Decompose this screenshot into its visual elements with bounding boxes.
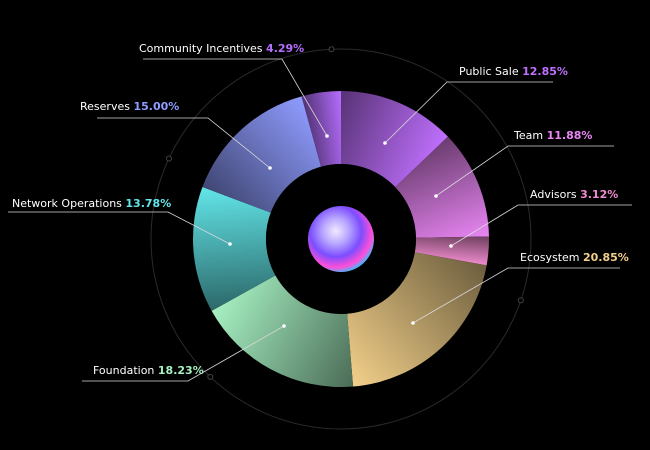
leader-dot-foundation xyxy=(282,324,286,328)
label-name-team: Team xyxy=(513,129,547,142)
leader-line-community-incentives xyxy=(143,58,328,137)
label-name-reserves: Reserves xyxy=(80,100,133,113)
leader-dot-reserves xyxy=(268,166,272,170)
leader-dot-community-incentives xyxy=(325,134,329,138)
leader-line-public-sale xyxy=(384,81,553,144)
label-name-network-operations: Network Operations xyxy=(12,197,125,210)
ring-dot-2 xyxy=(207,373,214,380)
leader-dot-team xyxy=(434,194,438,198)
center-orb-group xyxy=(266,164,416,314)
label-value-team: 11.88% xyxy=(547,129,593,142)
slices-group xyxy=(193,91,489,387)
ring-dot-3 xyxy=(165,155,172,162)
leader-dot-network-operations xyxy=(228,242,232,246)
outer-orbit-ring xyxy=(150,46,532,430)
outer-ring-circle xyxy=(150,48,532,430)
center-orb xyxy=(308,206,374,272)
label-name-foundation: Foundation xyxy=(93,364,158,377)
leader-dot-advisors xyxy=(449,244,453,248)
slice-network-operations xyxy=(193,187,276,311)
slice-ecosystem xyxy=(347,252,487,387)
label-reserves: Reserves 15.00% xyxy=(80,100,179,113)
label-name-advisors: Advisors xyxy=(530,188,580,201)
label-value-reserves: 15.00% xyxy=(133,100,179,113)
label-foundation: Foundation 18.23% xyxy=(93,364,204,377)
label-team: Team 11.88% xyxy=(513,129,592,142)
label-community-incentives: Community Incentives 4.29% xyxy=(139,42,304,55)
label-value-ecosystem: 20.85% xyxy=(583,251,629,264)
slice-reserves xyxy=(202,96,322,213)
label-advisors: Advisors 3.12% xyxy=(530,188,618,201)
slice-team xyxy=(395,136,489,238)
label-network-operations: Network Operations 13.78% xyxy=(12,197,171,210)
slice-public-sale xyxy=(341,91,448,188)
leader-line-network-operations xyxy=(8,211,231,245)
labels-group: Public Sale 12.85% Team 11.88% Advisors 3.… xyxy=(8,42,632,382)
label-public-sale: Public Sale 12.85% xyxy=(459,65,568,78)
label-name-community-incentives: Community Incentives xyxy=(139,42,266,55)
label-value-advisors: 3.12% xyxy=(580,188,618,201)
leader-line-reserves xyxy=(97,117,271,169)
leader-line-advisors xyxy=(450,204,632,247)
slice-advisors xyxy=(414,236,489,266)
ring-dot-0 xyxy=(328,46,335,53)
leader-dot-ecosystem xyxy=(411,321,415,325)
label-name-ecosystem: Ecosystem xyxy=(520,251,583,264)
leader-line-foundation xyxy=(82,325,285,382)
label-value-community-incentives: 4.29% xyxy=(266,42,304,55)
slice-foundation xyxy=(211,275,354,387)
label-value-network-operations: 13.78% xyxy=(125,197,171,210)
ring-dot-1 xyxy=(517,297,524,304)
label-name-public-sale: Public Sale xyxy=(459,65,522,78)
label-value-foundation: 18.23% xyxy=(158,364,204,377)
leader-line-team xyxy=(435,145,614,197)
label-ecosystem: Ecosystem 20.85% xyxy=(520,251,629,264)
leader-line-ecosystem xyxy=(412,267,620,324)
label-value-public-sale: 12.85% xyxy=(522,65,568,78)
leader-dot-public-sale xyxy=(383,141,387,145)
